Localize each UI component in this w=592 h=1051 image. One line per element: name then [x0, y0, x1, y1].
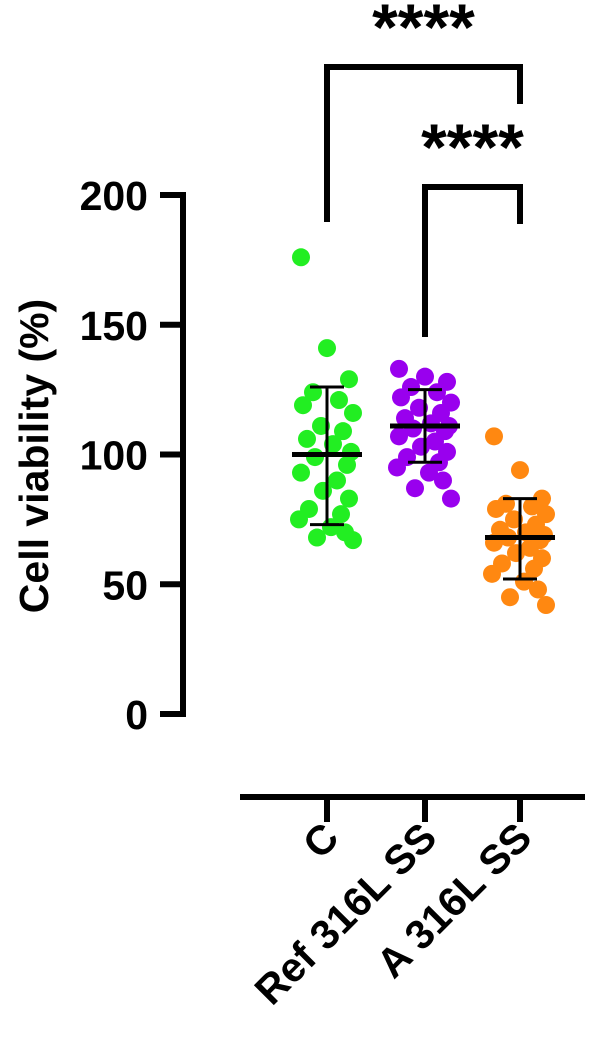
data-point [292, 248, 310, 267]
data-point [426, 432, 444, 451]
data-point [292, 463, 310, 482]
error-bars [292, 385, 555, 581]
y-tick-label: 50 [102, 562, 148, 608]
data-point [344, 403, 362, 422]
data-point [416, 367, 434, 386]
data-point [523, 497, 541, 516]
data-point [501, 588, 519, 607]
data-point [340, 489, 358, 508]
data-point [338, 455, 356, 474]
data-point [290, 510, 308, 529]
data-point [328, 471, 346, 490]
x-tick-label: C [294, 814, 347, 867]
data-point [308, 528, 326, 547]
y-tick-label: 0 [125, 692, 148, 738]
data-point [340, 370, 358, 389]
significance-bracket [324, 64, 523, 222]
data-point [485, 427, 503, 446]
significance-brackets: **** **** [324, 0, 524, 337]
significance-label: **** [421, 110, 524, 184]
significance-bracket [422, 184, 523, 337]
data-point [525, 559, 543, 578]
data-point [314, 481, 332, 500]
data-point [483, 564, 501, 583]
data-point [442, 489, 460, 508]
data-point [390, 427, 408, 446]
y-tick-label: 200 [80, 173, 148, 219]
data-point [334, 422, 352, 441]
data-point [388, 458, 406, 477]
y-tick-label: 150 [80, 303, 148, 349]
data-point [434, 471, 452, 490]
data-point [428, 383, 446, 402]
data-point [487, 499, 505, 518]
data-point [390, 359, 408, 378]
y-axis-title: Cell viability (%) [11, 299, 57, 613]
y-ticks: 0 50 100 150 200 [80, 173, 186, 738]
data-point [511, 461, 529, 480]
data-point [344, 531, 362, 550]
data-point [406, 479, 424, 498]
data-point [306, 448, 324, 467]
data-point [298, 429, 316, 448]
data-point [332, 505, 350, 524]
data-point [529, 580, 547, 599]
y-tick-label: 100 [80, 433, 148, 479]
data-point [392, 388, 410, 407]
data-point [294, 396, 312, 415]
data-point [318, 339, 336, 358]
data-point [420, 463, 438, 482]
data-point [330, 391, 348, 410]
data-point [537, 596, 555, 615]
significance-label: **** [372, 0, 475, 64]
data-point [521, 538, 539, 557]
